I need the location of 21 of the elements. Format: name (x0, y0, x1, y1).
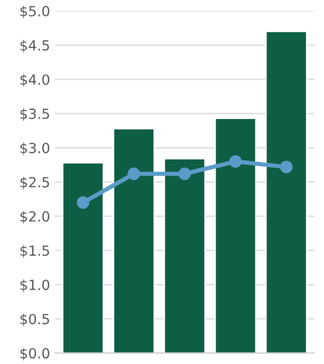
point (178, 168, 191, 180)
point (76, 196, 90, 209)
bar (214, 118, 257, 354)
y-tick-label: $4.5 (20, 40, 50, 52)
y-tick-label: $5.0 (20, 6, 50, 18)
y-tick-label: $0.0 (20, 348, 50, 360)
point (280, 160, 293, 174)
point (128, 168, 140, 180)
y-tick-label: $3.0 (20, 142, 50, 156)
y-tick-label: $0.5 (20, 314, 50, 326)
y-tick-label: $1.0 (20, 279, 50, 292)
y-tick-label: $2.0 (20, 210, 50, 224)
bar (265, 30, 308, 354)
bar (112, 128, 155, 354)
y-tick-label: $2.5 (20, 176, 50, 190)
y-tick-label: $3.5 (20, 108, 50, 121)
y-tick-label: $4.0 (20, 74, 50, 87)
y-tick-label: $1.5 (20, 245, 50, 258)
bar (164, 158, 206, 354)
point (229, 155, 242, 168)
bar (62, 162, 104, 354)
